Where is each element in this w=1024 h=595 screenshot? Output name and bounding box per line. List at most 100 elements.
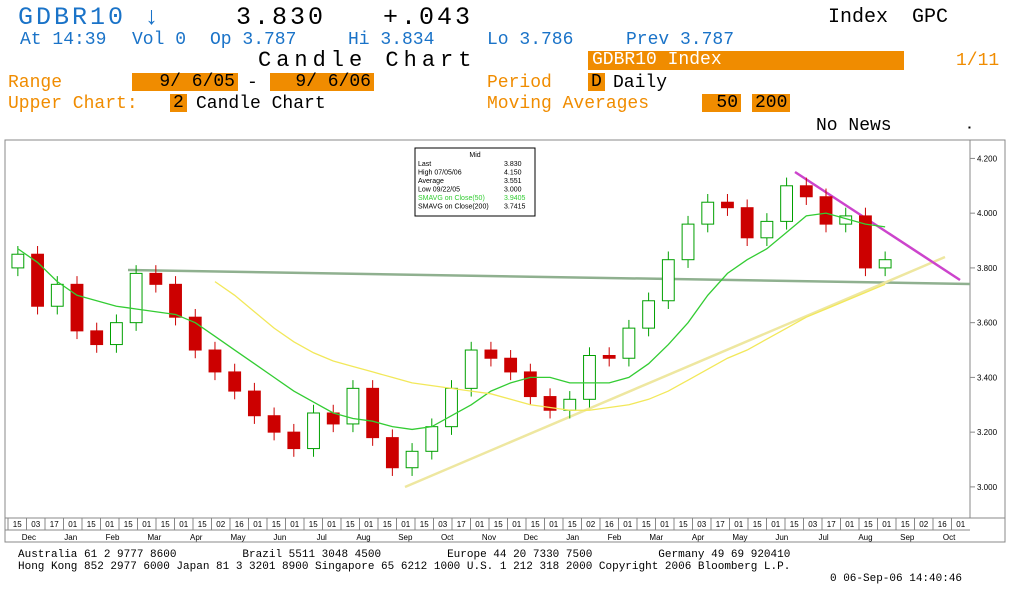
info-value: 3.551 bbox=[504, 178, 522, 185]
candle-body bbox=[740, 207, 754, 239]
x-day-label: 15 bbox=[87, 520, 96, 529]
candle-body bbox=[504, 357, 518, 373]
x-day-label: 15 bbox=[198, 520, 207, 529]
candle-body bbox=[169, 283, 182, 318]
x-day-label: 15 bbox=[383, 520, 392, 529]
quote-prev: Prev 3.787 bbox=[626, 30, 735, 50]
chart-frame bbox=[4, 139, 1006, 543]
x-day-label: 15 bbox=[494, 520, 503, 529]
x-day-label: 01 bbox=[549, 520, 558, 529]
candle-body bbox=[523, 371, 537, 398]
page-number: 1/11 bbox=[956, 51, 1000, 71]
y-tick-label: 3.600 bbox=[977, 319, 998, 328]
x-day-label: 17 bbox=[457, 520, 466, 529]
x-month-label: Aug bbox=[858, 533, 872, 542]
x-month-label: Jun bbox=[775, 533, 788, 542]
candle-body bbox=[445, 387, 458, 428]
x-month-label: Aug bbox=[356, 533, 370, 542]
info-box-frame bbox=[414, 147, 536, 217]
x-day-label: 15 bbox=[420, 520, 429, 529]
range-start[interactable]: 9/ 6/05 bbox=[132, 73, 238, 91]
range-end[interactable]: 9/ 6/06 bbox=[270, 73, 374, 91]
candle-body bbox=[661, 259, 675, 302]
period-code[interactable]: D bbox=[588, 73, 605, 91]
footer-line: Australia 61 2 9777 8600 Brazil 5511 304… bbox=[18, 549, 791, 561]
x-day-label: 01 bbox=[845, 520, 854, 529]
candle-body bbox=[799, 185, 813, 198]
candle-body bbox=[129, 272, 143, 324]
x-day-label: 03 bbox=[808, 520, 817, 529]
x-day-label: 01 bbox=[68, 520, 77, 529]
candle-body bbox=[267, 415, 281, 433]
x-day-label: 15 bbox=[124, 520, 133, 529]
market: Index GPC bbox=[828, 6, 949, 29]
legend-value: 3.7415 bbox=[504, 204, 526, 211]
x-month-label: Apr bbox=[692, 533, 705, 542]
x-month-label: Feb bbox=[106, 533, 120, 542]
range-separator: - bbox=[247, 73, 258, 93]
x-month-label: Jun bbox=[273, 533, 286, 542]
candle-body bbox=[464, 349, 478, 389]
x-month-label: Oct bbox=[943, 533, 956, 542]
range-label: Range bbox=[8, 73, 63, 93]
candle-body bbox=[247, 390, 261, 417]
info-label: Low 09/22/05 bbox=[418, 187, 460, 194]
candle-body bbox=[90, 330, 104, 346]
x-month-label: Feb bbox=[608, 533, 622, 542]
trend-line bbox=[404, 255, 946, 489]
footer-line: Hong Kong 852 2977 6000 Japan 81 3 3201 … bbox=[18, 561, 791, 573]
candle-body bbox=[859, 215, 872, 269]
x-month-label: Mar bbox=[649, 533, 663, 542]
y-tick-label: 4.000 bbox=[977, 209, 998, 218]
y-tick-label: 3.800 bbox=[977, 264, 998, 273]
x-day-label: 15 bbox=[901, 520, 910, 529]
x-month-label: Dec bbox=[22, 533, 36, 542]
info-value: 4.150 bbox=[504, 170, 522, 177]
last-price: 3.830 bbox=[236, 3, 327, 32]
candle-body bbox=[385, 437, 399, 469]
moving-average-1[interactable]: 50 bbox=[702, 94, 741, 112]
x-day-label: 01 bbox=[327, 520, 336, 529]
y-tick-label: 3.400 bbox=[977, 373, 998, 382]
moving-averages-label: Moving Averages bbox=[487, 94, 650, 114]
x-day-label: 15 bbox=[346, 520, 355, 529]
moving-average-2[interactable]: 200 bbox=[752, 94, 791, 112]
x-day-label: 01 bbox=[401, 520, 410, 529]
x-day-label: 02 bbox=[216, 520, 225, 529]
x-month-label: Dec bbox=[524, 533, 538, 542]
quote-high: Hi 3.834 bbox=[348, 30, 435, 50]
candle-body bbox=[11, 253, 25, 269]
candle-body bbox=[109, 322, 123, 346]
candle-body bbox=[425, 426, 439, 452]
candle-body bbox=[31, 253, 44, 307]
quote-time: At 14:39 bbox=[20, 30, 107, 50]
upper-chart-code[interactable]: 2 bbox=[170, 94, 187, 112]
x-day-label: 03 bbox=[31, 520, 40, 529]
x-day-label: 01 bbox=[290, 520, 299, 529]
candle-body bbox=[602, 355, 616, 359]
period-label: Period bbox=[487, 73, 552, 93]
candle-body bbox=[681, 223, 695, 261]
x-month-label: Jul bbox=[818, 533, 828, 542]
footer-timestamp: 0 06-Sep-06 14:40:46 bbox=[830, 573, 963, 585]
upper-chart-name: Candle Chart bbox=[196, 94, 326, 114]
x-day-label: 15 bbox=[568, 520, 577, 529]
candle-body bbox=[622, 327, 636, 359]
candle-body bbox=[878, 259, 892, 269]
x-day-label: 15 bbox=[161, 520, 170, 529]
screen-title: Candle Chart bbox=[258, 48, 477, 73]
candle-body bbox=[307, 412, 320, 450]
moving-average-line bbox=[17, 212, 886, 431]
x-day-label: 01 bbox=[660, 520, 669, 529]
y-tick-label: 4.200 bbox=[977, 154, 998, 163]
x-month-label: Mar bbox=[148, 533, 162, 542]
upper-chart-label: Upper Chart: bbox=[8, 94, 138, 114]
quote-vol: Vol 0 bbox=[132, 30, 187, 50]
candle-body bbox=[819, 196, 833, 225]
security: GDBR10 Index bbox=[588, 51, 904, 70]
candle-body bbox=[70, 283, 84, 332]
x-day-label: 01 bbox=[253, 520, 262, 529]
candle-body bbox=[149, 272, 163, 285]
